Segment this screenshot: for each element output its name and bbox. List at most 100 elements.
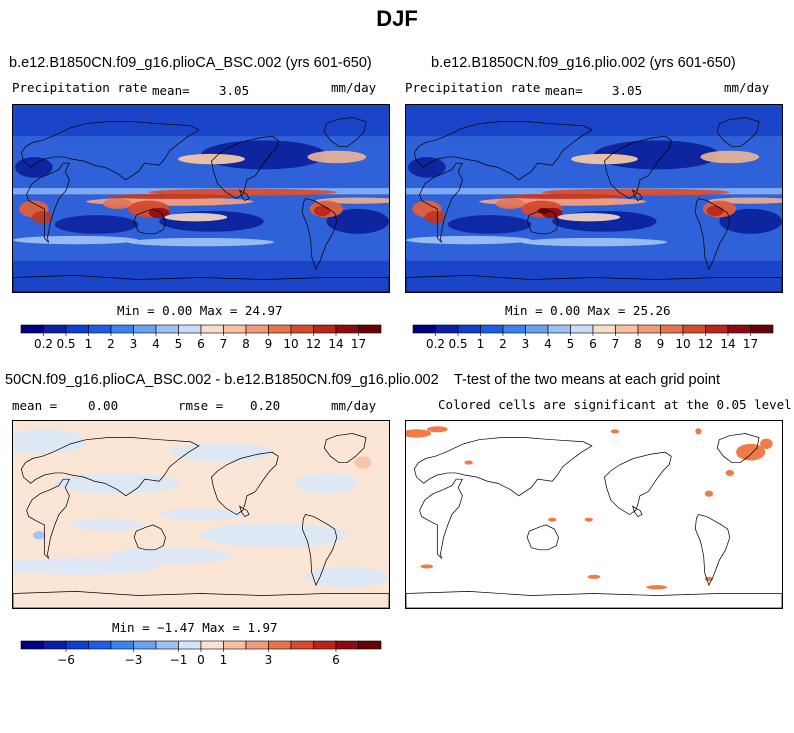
colorbar-tick-label: 5: [567, 337, 575, 351]
coastline-1: [20, 121, 200, 181]
diff-negative-area: [70, 518, 144, 532]
colorbar-tick-label: 3: [130, 337, 138, 351]
colorbar-tick-label: 14: [328, 337, 343, 351]
significant-cell: [760, 438, 773, 450]
colorbar-swatch: [290, 324, 314, 334]
panel2-title: b.e12.B1850CN.f09_g16.plio.002 (yrs 601-…: [431, 55, 736, 71]
colorbar-swatch: [200, 640, 224, 650]
precip-polar-north: [13, 105, 389, 137]
convection-africa: [31, 210, 53, 224]
storm-track: [571, 153, 638, 165]
colorbar-swatch: [727, 324, 751, 334]
colorbar-tick-label: 8: [634, 337, 642, 351]
colorbar-swatch: [502, 324, 526, 334]
coastlines: [13, 117, 389, 292]
coastlines: [406, 117, 782, 292]
convection-indian: [102, 198, 133, 209]
coastline-7: [13, 591, 389, 608]
panel3-units: mm/day: [331, 398, 377, 413]
significant-cell: [646, 585, 668, 590]
precip-polar-north: [406, 105, 782, 137]
storm-track: [520, 237, 668, 247]
panel1-variable-label: Precipitation rate: [12, 80, 148, 95]
colorbar-swatch: [223, 324, 247, 334]
coastline-1: [20, 437, 200, 497]
colorbar-tick-label: 17: [351, 337, 366, 351]
colorbar-tick-label: 6: [332, 653, 340, 667]
significant-cell: [420, 564, 434, 569]
panel1-mean-label: mean=: [152, 83, 190, 98]
coastline-6: [323, 117, 367, 147]
convection-maritime: [148, 207, 170, 219]
colorbar-swatch: [110, 324, 134, 334]
colorbar-swatch: [335, 640, 359, 650]
coastline-1: [413, 121, 593, 181]
dry-zone: [719, 208, 782, 234]
panel1-colorbar: 0.2 0.5 1 2 3 4 5 6 7 8 9 10 12 14 17: [20, 324, 382, 355]
colorbar-tick-label: 2: [499, 337, 507, 351]
coastline-6: [716, 433, 760, 463]
diff-negative-area: [201, 522, 348, 548]
coastline-2: [133, 208, 166, 235]
storm-track: [127, 237, 275, 247]
panel1-mean-value: 3.05: [219, 83, 250, 98]
colorbar-tick-label: 10: [283, 337, 298, 351]
colorbar-swatch: [245, 324, 269, 334]
coastline-3: [604, 135, 672, 199]
panel3-map: [12, 420, 390, 609]
colorbar-swatch: [570, 324, 594, 334]
coastline-7: [406, 591, 782, 608]
coastline-4: [238, 189, 250, 202]
panel4-title: T-test of the two means at each grid poi…: [454, 372, 720, 388]
significant-cell: [426, 426, 448, 433]
coastline-3: [211, 135, 279, 199]
colorbar-swatch: [20, 324, 44, 334]
coastline-3: [211, 451, 279, 515]
colorbar-tick-label: 9: [265, 337, 273, 351]
coastline-0: [419, 478, 463, 560]
colorbar-tick-label: 17: [743, 337, 758, 351]
diff-negative-area: [13, 558, 160, 575]
coastline-5: [694, 198, 731, 271]
colorbar-swatch: [268, 324, 292, 334]
colorbar-tick-label: 1: [220, 653, 228, 667]
convection-africa: [424, 210, 446, 224]
coastlines: [406, 433, 782, 608]
dry-zone: [447, 215, 532, 234]
colorbar-tick-label: 7: [612, 337, 620, 351]
page-title: DJF: [376, 6, 418, 31]
diff-negative-area: [169, 442, 275, 462]
coastline-4: [238, 505, 250, 518]
colorbar-swatch: [155, 324, 179, 334]
colorbar-tick-label: 0.5: [448, 337, 467, 351]
convection-amazon: [313, 205, 331, 217]
panel3-mean-label: mean =: [12, 398, 58, 413]
colorbar-swatch: [65, 324, 89, 334]
significant-cell: [695, 428, 702, 435]
ttest-field: [406, 421, 782, 608]
colorbar-swatch: [313, 324, 337, 334]
panel2-colorbar: 0.2 0.5 1 2 3 4 5 6 7 8 9 10 12 14 17: [412, 324, 774, 355]
significant-cell: [610, 429, 620, 434]
colorbar-tick-label: 1: [477, 337, 485, 351]
colorbar-swatch: [682, 324, 706, 334]
precip-field: [13, 105, 389, 292]
colorbar-tick-label: 1: [85, 337, 93, 351]
colorbar-swatch: [335, 324, 359, 334]
coastline-7: [13, 275, 389, 292]
colorbar-swatch: [43, 324, 67, 334]
colorbar-tick-label: −3: [125, 653, 143, 667]
storm-track: [700, 150, 760, 164]
colorbar-tick-label: 0.2: [34, 337, 53, 351]
colorbar-tick-label: 6: [197, 337, 205, 351]
significant-cell: [464, 460, 473, 465]
colorbar-tick-label: 4: [544, 337, 552, 351]
panel2-minmax: Min = 0.00 Max = 25.26: [505, 303, 671, 318]
convection-amazon: [706, 205, 724, 217]
colorbar-swatch: [480, 324, 504, 334]
panel2-variable-label: Precipitation rate: [405, 80, 541, 95]
coastline-0: [26, 478, 70, 560]
coastlines: [13, 433, 389, 608]
panel3-colorbar: −6 −3 −1 0 1 3 6: [20, 640, 382, 671]
colorbar-swatch: [592, 324, 616, 334]
